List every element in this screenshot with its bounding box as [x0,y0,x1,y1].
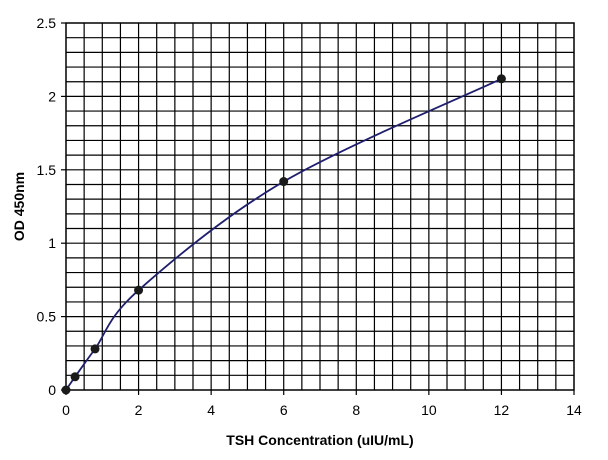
x-tick-label: 10 [421,402,437,418]
x-tick-label: 8 [352,402,360,418]
data-point [134,285,144,295]
data-point [90,344,100,354]
plot-area-frame [65,22,575,391]
data-point [279,177,289,187]
x-axis-ticks: 0 2 4 6 8 10 12 14 [62,390,582,418]
series-group [61,74,506,395]
x-tick-label: 4 [207,402,215,418]
y-axis-ticks: 0 0.5 1 1.5 2 2.5 [37,15,66,398]
x-axis-title: TSH Concentration (uIU/mL) [226,432,413,448]
x-tick-label: 6 [280,402,288,418]
y-tick-label: 1 [48,235,56,251]
y-tick-label: 2.5 [37,15,57,31]
data-point [70,372,80,382]
y-tick-label: 2 [48,88,56,104]
data-point [496,74,506,84]
y-axis-title: OD 450nm [11,172,27,241]
y-tick-label: 1.5 [37,162,57,178]
x-tick-label: 2 [135,402,143,418]
y-tick-label: 0.5 [37,309,57,325]
x-tick-label: 12 [494,402,510,418]
y-tick-label: 0 [48,382,56,398]
data-point [61,385,71,395]
x-tick-label: 0 [62,402,70,418]
x-tick-label: 14 [566,402,582,418]
grid-lines [66,23,574,390]
